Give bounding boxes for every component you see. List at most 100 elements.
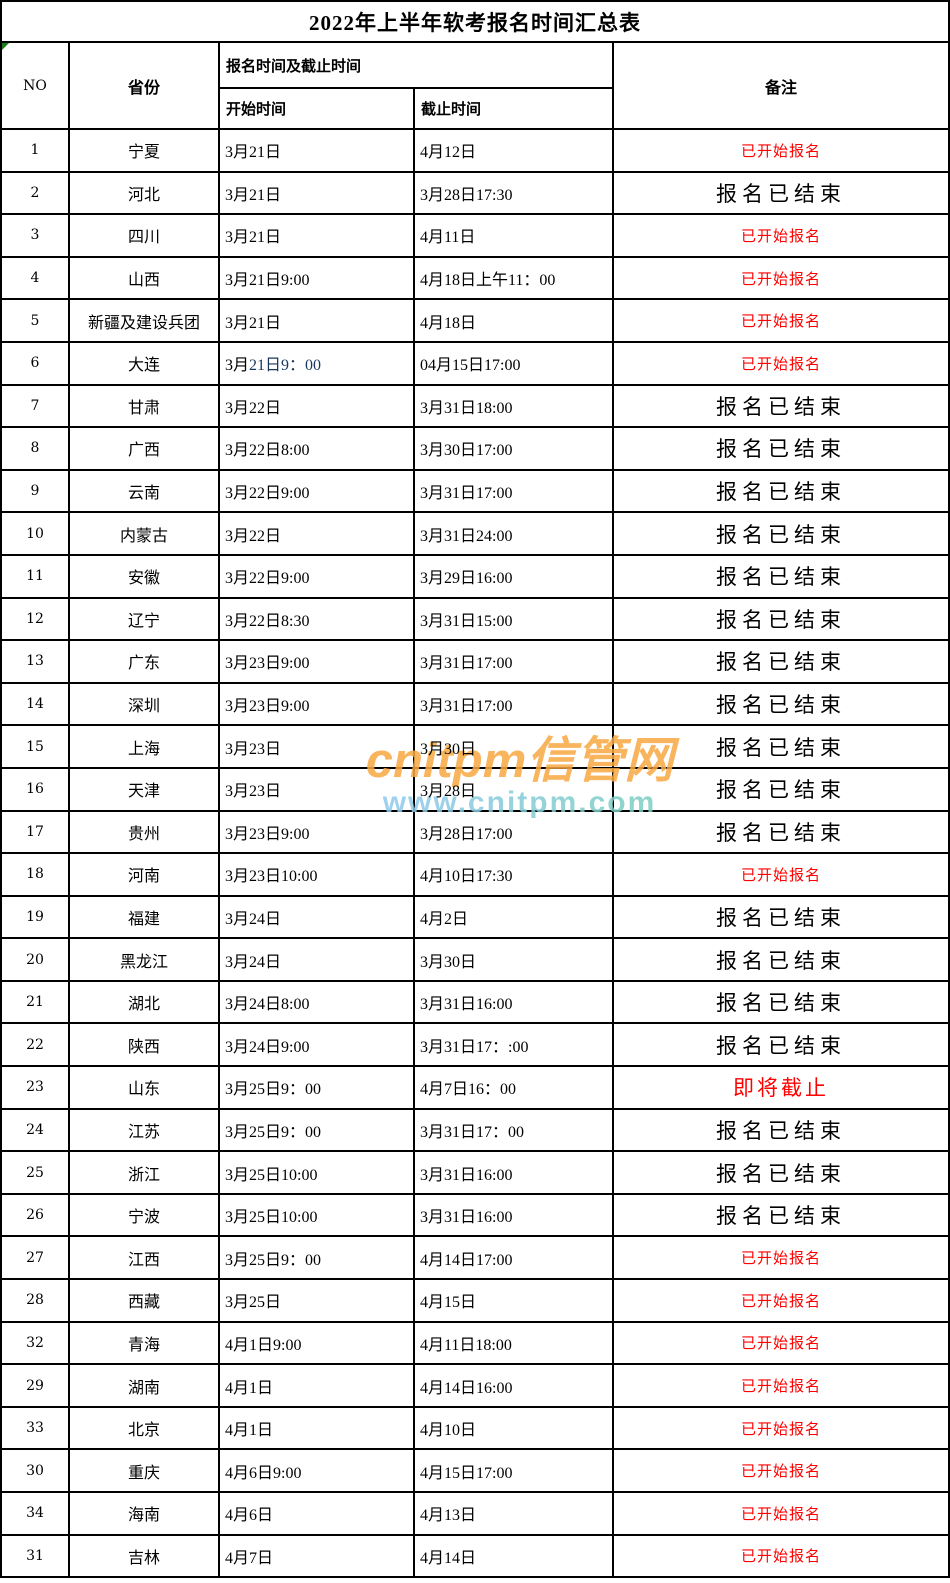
table-row: 10 内蒙古 3月22日 3月31日24:00 报名已结束 [0,511,950,556]
cell-no: 11 [0,553,70,599]
cell-province: 吉林 [68,1533,220,1579]
end-time-value: 4月13日 [420,1507,477,1525]
cell-end-time: 04月15日17:00 [413,340,614,386]
cell-remark: 报名已结束 [611,596,950,642]
status-badge: 报名已结束 [716,693,846,718]
cell-remark: 已开始报名 [611,1235,950,1281]
column-header-end-time: 截止时间 [413,87,614,130]
end-time-value: 4月7日16：00 [420,1081,517,1099]
table-row: 25 浙江 3月25日10:00 3月31日16:00 报名已结束 [0,1150,950,1195]
status-badge: 报名已结束 [716,437,846,462]
cell-end-time: 3月28日 [413,766,614,812]
status-badge: 报名已结束 [716,820,846,845]
cell-remark: 已开始报名 [611,1320,950,1366]
cell-start-time: 3月24日9:00 [218,1022,415,1068]
cell-remark: 已开始报名 [611,213,950,258]
cell-remark: 已开始报名 [611,128,950,173]
cell-end-time: 4月14日 [413,1533,614,1579]
table-row: 16 天津 3月23日 3月28日 报名已结束 [0,766,950,812]
end-time-value: 4月2日 [420,910,469,928]
status-badge: 报名已结束 [716,650,846,675]
cell-remark: 已开始报名 [611,298,950,343]
cell-province: 广西 [68,426,220,471]
status-badge: 已开始报名 [741,1292,822,1310]
column-header-remark-label: 备注 [765,79,798,97]
table-title-cell: 2022年上半年软考报名时间汇总表 [0,0,950,43]
row-number: 32 [26,1334,44,1351]
start-time-value: 3月22日9:00 [225,485,310,503]
cell-remark: 报名已结束 [611,724,950,769]
table-row: 5 新疆及建设兵团 3月21日 4月18日 已开始报名 [0,298,950,343]
row-number: 28 [26,1292,44,1309]
cell-remark: 报名已结束 [611,511,950,556]
row-number: 5 [30,312,40,329]
header-row-1: NO 省份 报名时间及截止时间 备注 [0,41,950,130]
cell-end-time: 3月31日16:00 [413,979,614,1025]
status-badge: 报名已结束 [716,735,846,760]
row-number: 31 [26,1547,44,1564]
start-time-value: 3月23日9:00 [225,655,310,673]
end-time-value: 3月31日15:00 [420,612,513,630]
cell-province: 青海 [68,1320,220,1366]
province-name: 云南 [127,485,160,503]
column-header-remark: 备注 [611,41,950,130]
cell-province: 陕西 [68,1022,220,1068]
cell-remark: 已开始报名 [611,340,950,386]
cell-start-time: 3月21日 [218,298,415,343]
cell-remark: 报名已结束 [611,426,950,471]
row-number: 12 [26,610,44,627]
start-time-value: 4月1日 [225,1379,274,1397]
row-number: 9 [30,483,40,500]
cell-start-time: 4月7日 [218,1533,415,1579]
status-badge: 报名已结束 [716,181,846,206]
table-row: 4 山西 3月21日9:00 4月18日上午11：00 已开始报名 [0,255,950,301]
cell-no: 23 [0,1065,70,1110]
row-number: 17 [26,823,44,840]
table-body: 1 宁夏 3月21日 4月12日 已开始报名 2 河北 3月21日 3月28日17:30 报名已结… [0,128,950,1579]
cell-no: 21 [0,979,70,1025]
province-name: 福建 [127,910,160,928]
cell-province: 江苏 [68,1107,220,1153]
cell-no: 3 [0,213,70,258]
start-time-value: 3月21日9:00 [225,272,310,290]
cell-end-time: 3月31日16:00 [413,1192,614,1238]
cell-start-time: 3月25日10:00 [218,1192,415,1238]
cell-province: 湖南 [68,1363,220,1408]
end-time-value: 3月28日17:30 [420,186,513,204]
cell-start-time: 3月22日8:00 [218,426,415,471]
cell-remark: 报名已结束 [611,553,950,599]
end-time-value: 4月12日 [420,144,477,162]
row-number: 10 [26,525,44,542]
cell-end-time: 3月31日15:00 [413,596,614,642]
province-name: 西藏 [127,1294,160,1312]
cell-no: 32 [0,1320,70,1366]
province-name: 辽宁 [127,612,160,630]
column-header-start-time: 开始时间 [218,87,415,130]
cell-no: 12 [0,596,70,642]
province-name: 上海 [127,740,160,758]
cell-start-time: 3月25日10:00 [218,1150,415,1195]
page-title: 2022年上半年软考报名时间汇总表 [309,10,641,35]
row-number: 18 [26,866,44,883]
province-name: 青海 [127,1336,160,1354]
status-badge: 已开始报名 [741,227,822,245]
cell-province: 西藏 [68,1278,220,1323]
table-row: 2 河北 3月21日 3月28日17:30 报名已结束 [0,170,950,216]
cell-end-time: 4月14日17:00 [413,1235,614,1281]
cell-no: 20 [0,937,70,982]
start-time-value: 4月6日 [225,1507,274,1525]
table-row: 20 黑龙江 3月24日 3月30日 报名已结束 [0,937,950,982]
row-number: 24 [26,1121,44,1138]
province-name: 湖北 [127,996,160,1014]
end-time-value: 3月31日17：:00 [420,1038,529,1056]
column-header-end-time-label: 截止时间 [421,101,482,118]
row-number: 26 [26,1207,44,1224]
start-time-value: 3月23日10:00 [225,868,318,886]
table-row: 23 山东 3月25日9：00 4月7日16：00 即将截止 [0,1065,950,1110]
cell-start-time: 3月24日8:00 [218,979,415,1025]
cell-start-time: 4月1日 [218,1405,415,1451]
table-row: 12 辽宁 3月22日8:30 3月31日15:00 报名已结束 [0,596,950,642]
end-time-value: 3月30日 [420,740,477,758]
column-header-time-group: 报名时间及截止时间 [218,41,614,89]
cell-province: 上海 [68,724,220,769]
